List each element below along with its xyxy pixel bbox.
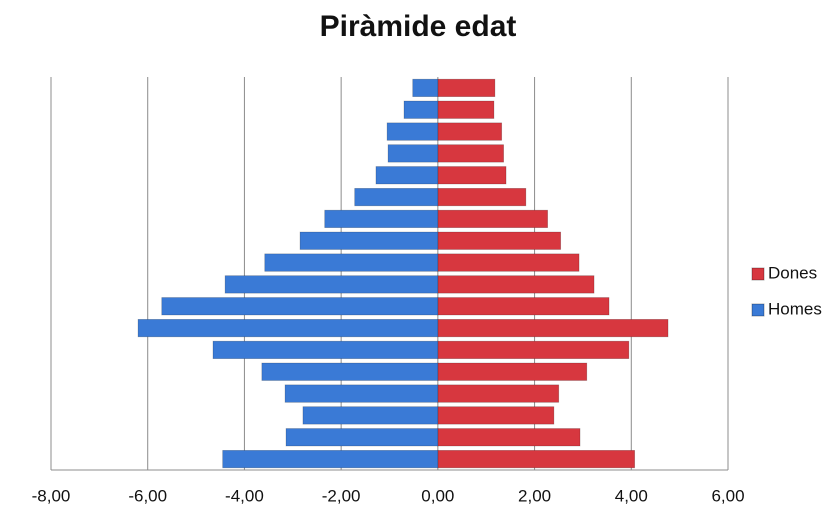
bar [437, 275, 595, 294]
x-tick-label: 0,00 [421, 486, 454, 505]
bar [437, 144, 504, 163]
bar [437, 362, 588, 381]
bar [285, 428, 439, 447]
bar [437, 319, 669, 338]
bar [161, 297, 439, 316]
bar [137, 319, 439, 338]
bar [437, 209, 548, 229]
bar [261, 362, 439, 381]
legend-swatch [751, 267, 765, 281]
x-tick-label: -2,00 [322, 486, 361, 505]
bar [299, 231, 439, 250]
bar [324, 209, 439, 229]
bar [222, 450, 439, 469]
bar [302, 406, 439, 425]
bar [437, 384, 560, 403]
x-tick-label: 4,00 [615, 486, 648, 505]
legend-swatch [751, 303, 765, 317]
bar [437, 231, 562, 250]
bar [212, 340, 439, 359]
bar [437, 253, 580, 272]
bar [437, 406, 555, 425]
legend-label: Dones [768, 263, 817, 282]
x-tick-label: -8,00 [32, 486, 71, 505]
bar [412, 78, 439, 98]
bar [375, 166, 439, 185]
bar [224, 275, 439, 294]
bar [354, 188, 439, 207]
bar [437, 122, 503, 141]
bar [437, 166, 507, 185]
chart-title: Piràmide edat [320, 10, 517, 43]
bar [437, 78, 496, 98]
x-tick-label: -4,00 [225, 486, 264, 505]
bar [284, 384, 439, 403]
bar [437, 428, 581, 447]
bar [264, 253, 439, 272]
bar [437, 450, 636, 469]
x-tick-label: 2,00 [518, 486, 551, 505]
x-tick-label: 6,00 [711, 486, 744, 505]
bar [437, 100, 495, 119]
bar [437, 188, 527, 207]
x-tick-label: -6,00 [128, 486, 167, 505]
bar [387, 144, 439, 163]
bar [437, 297, 610, 316]
bar [386, 122, 439, 141]
legend-label: Homes [768, 299, 822, 318]
bar [437, 340, 630, 359]
bar [403, 100, 439, 119]
